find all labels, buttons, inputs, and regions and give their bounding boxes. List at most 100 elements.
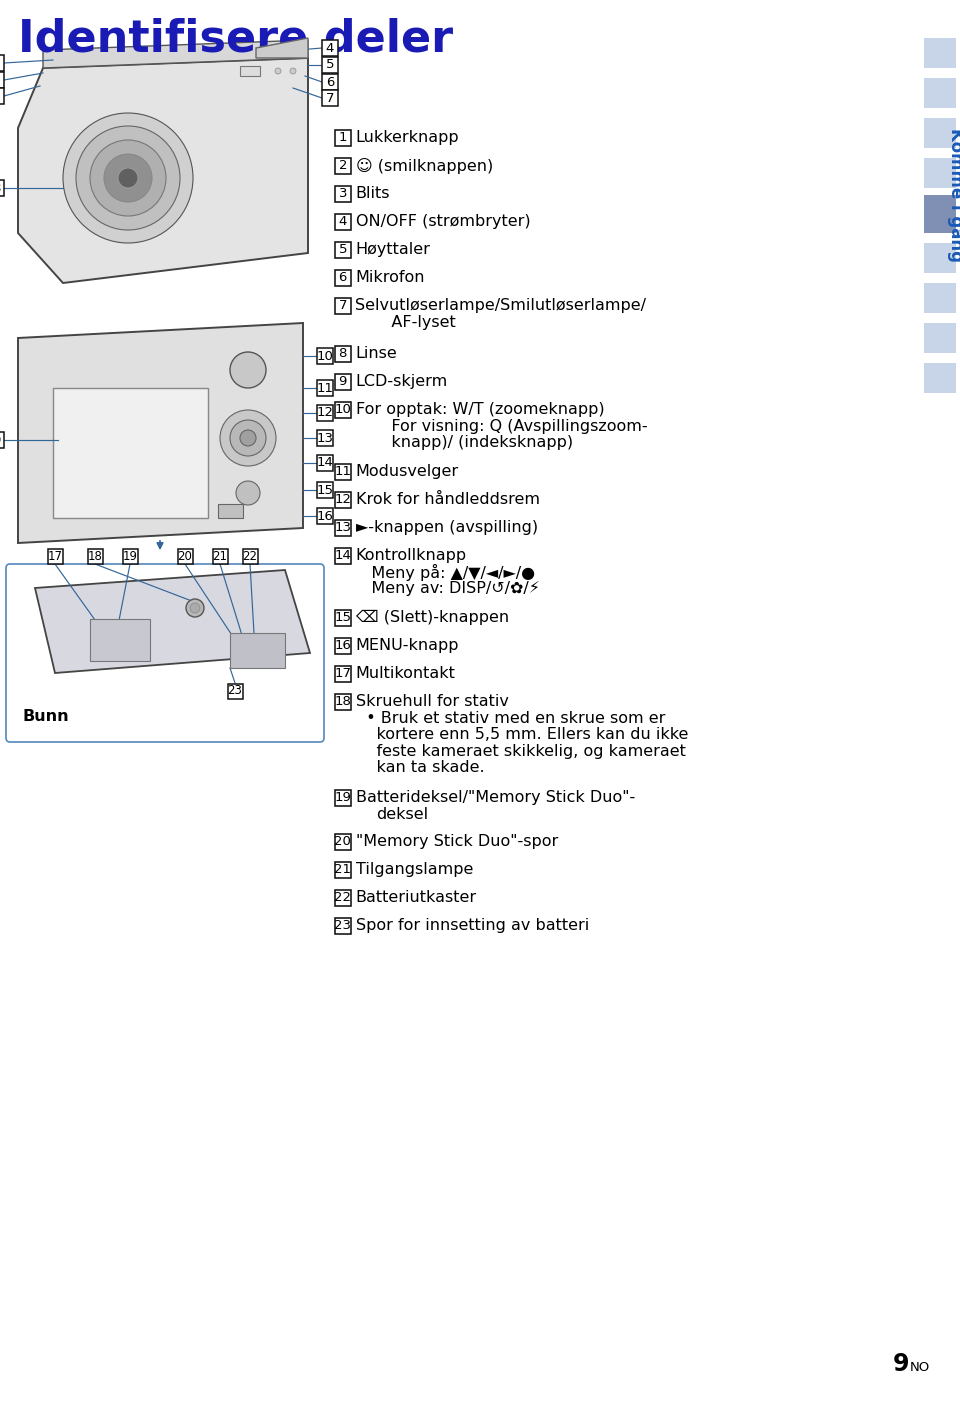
Text: Blits: Blits (355, 186, 390, 201)
Circle shape (236, 482, 260, 505)
Bar (230, 634, 285, 667)
Circle shape (230, 352, 266, 389)
Bar (924, 363, 956, 393)
FancyBboxPatch shape (335, 465, 350, 480)
Text: 15: 15 (317, 483, 333, 497)
FancyBboxPatch shape (228, 683, 243, 698)
Text: feste kameraet skikkelig, og kameraet: feste kameraet skikkelig, og kameraet (355, 743, 685, 759)
Bar (924, 244, 956, 273)
FancyBboxPatch shape (322, 39, 338, 56)
Text: ☺ (smilknappen): ☺ (smilknappen) (355, 158, 492, 173)
Text: ON/OFF (strømbryter): ON/OFF (strømbryter) (355, 214, 530, 230)
FancyBboxPatch shape (317, 406, 333, 421)
FancyBboxPatch shape (123, 549, 137, 563)
FancyBboxPatch shape (335, 694, 350, 710)
Text: deksel: deksel (376, 807, 428, 822)
Text: knapp)/ (indeksknapp): knapp)/ (indeksknapp) (376, 435, 573, 451)
Polygon shape (18, 58, 308, 283)
FancyBboxPatch shape (322, 90, 338, 106)
Polygon shape (35, 570, 310, 673)
FancyBboxPatch shape (0, 55, 4, 70)
Text: Meny av: DISP/↺/✿/⚡: Meny av: DISP/↺/✿/⚡ (355, 582, 540, 596)
Polygon shape (256, 38, 308, 58)
Bar (924, 77, 956, 108)
Circle shape (104, 153, 152, 201)
Circle shape (240, 429, 256, 446)
Text: 7: 7 (325, 92, 334, 104)
Bar (924, 283, 956, 313)
FancyBboxPatch shape (335, 270, 350, 286)
Text: 7: 7 (339, 300, 347, 313)
FancyBboxPatch shape (335, 491, 350, 507)
Text: 6: 6 (325, 76, 334, 89)
Text: 21: 21 (212, 549, 228, 563)
Text: kan ta skade.: kan ta skade. (355, 760, 484, 776)
FancyBboxPatch shape (87, 549, 103, 563)
FancyBboxPatch shape (335, 548, 350, 563)
FancyBboxPatch shape (317, 429, 333, 446)
Text: 17: 17 (47, 549, 62, 563)
Text: Skruehull for stativ: Skruehull for stativ (355, 694, 509, 710)
FancyBboxPatch shape (335, 242, 350, 258)
Text: Spor for innsetting av batteri: Spor for innsetting av batteri (355, 918, 588, 934)
Text: 12: 12 (334, 493, 351, 507)
Bar (53, 389, 208, 518)
Text: 20: 20 (334, 835, 351, 848)
Text: Mikrofon: Mikrofon (355, 270, 425, 286)
Text: Modusvelger: Modusvelger (355, 465, 459, 479)
FancyBboxPatch shape (317, 348, 333, 365)
Text: 8: 8 (339, 348, 347, 360)
FancyBboxPatch shape (335, 346, 350, 362)
FancyBboxPatch shape (317, 380, 333, 396)
Text: Krok for håndleddsrem: Krok for håndleddsrem (355, 493, 540, 507)
Bar (924, 38, 956, 68)
FancyBboxPatch shape (322, 56, 338, 73)
Text: Batterideksel/"Memory Stick Duo"-: Batterideksel/"Memory Stick Duo"- (355, 790, 635, 805)
Text: 18: 18 (334, 696, 351, 708)
Text: Meny på: ▲/▼/◄/►/●: Meny på: ▲/▼/◄/►/● (355, 563, 535, 580)
Text: 13: 13 (317, 431, 333, 445)
Circle shape (63, 113, 193, 244)
FancyBboxPatch shape (322, 75, 338, 90)
Text: 10: 10 (317, 349, 333, 362)
Text: 20: 20 (178, 549, 192, 563)
Text: Batteriutkaster: Batteriutkaster (355, 890, 476, 905)
Bar (924, 194, 956, 232)
FancyBboxPatch shape (335, 890, 350, 905)
FancyBboxPatch shape (317, 508, 333, 524)
Text: For opptak: W/T (zoomeknapp): For opptak: W/T (zoomeknapp) (355, 403, 604, 417)
FancyBboxPatch shape (317, 455, 333, 472)
FancyBboxPatch shape (335, 158, 350, 173)
Text: 23: 23 (228, 684, 243, 697)
Text: Identifisere deler: Identifisere deler (18, 18, 453, 61)
Text: 11: 11 (334, 465, 351, 479)
FancyBboxPatch shape (335, 214, 350, 230)
Text: Selvutløserlampe/Smilutløserlampe/: Selvutløserlampe/Smilutløserlampe/ (355, 298, 646, 313)
Circle shape (90, 139, 166, 215)
FancyBboxPatch shape (317, 482, 333, 498)
Bar (924, 118, 956, 148)
FancyBboxPatch shape (335, 862, 350, 877)
FancyBboxPatch shape (335, 666, 350, 681)
Polygon shape (18, 322, 303, 543)
Text: Kontrollknapp: Kontrollknapp (355, 548, 467, 563)
Text: Tilgangslampe: Tilgangslampe (355, 862, 473, 877)
Text: Multikontakt: Multikontakt (355, 666, 455, 681)
FancyBboxPatch shape (0, 432, 4, 448)
FancyBboxPatch shape (335, 130, 350, 145)
FancyBboxPatch shape (47, 549, 62, 563)
Text: Linse: Linse (355, 346, 397, 362)
Text: 5: 5 (339, 244, 347, 256)
Text: Komme i gang: Komme i gang (947, 128, 960, 262)
FancyBboxPatch shape (0, 180, 4, 196)
FancyBboxPatch shape (0, 72, 4, 87)
Text: 18: 18 (87, 549, 103, 563)
Text: 1: 1 (339, 131, 347, 144)
Text: 4: 4 (339, 215, 347, 228)
Text: 5: 5 (325, 59, 334, 72)
Text: 19: 19 (123, 549, 137, 563)
Text: Bunn: Bunn (22, 710, 68, 724)
Circle shape (275, 68, 281, 75)
Text: 22: 22 (334, 891, 351, 904)
Circle shape (186, 598, 204, 617)
